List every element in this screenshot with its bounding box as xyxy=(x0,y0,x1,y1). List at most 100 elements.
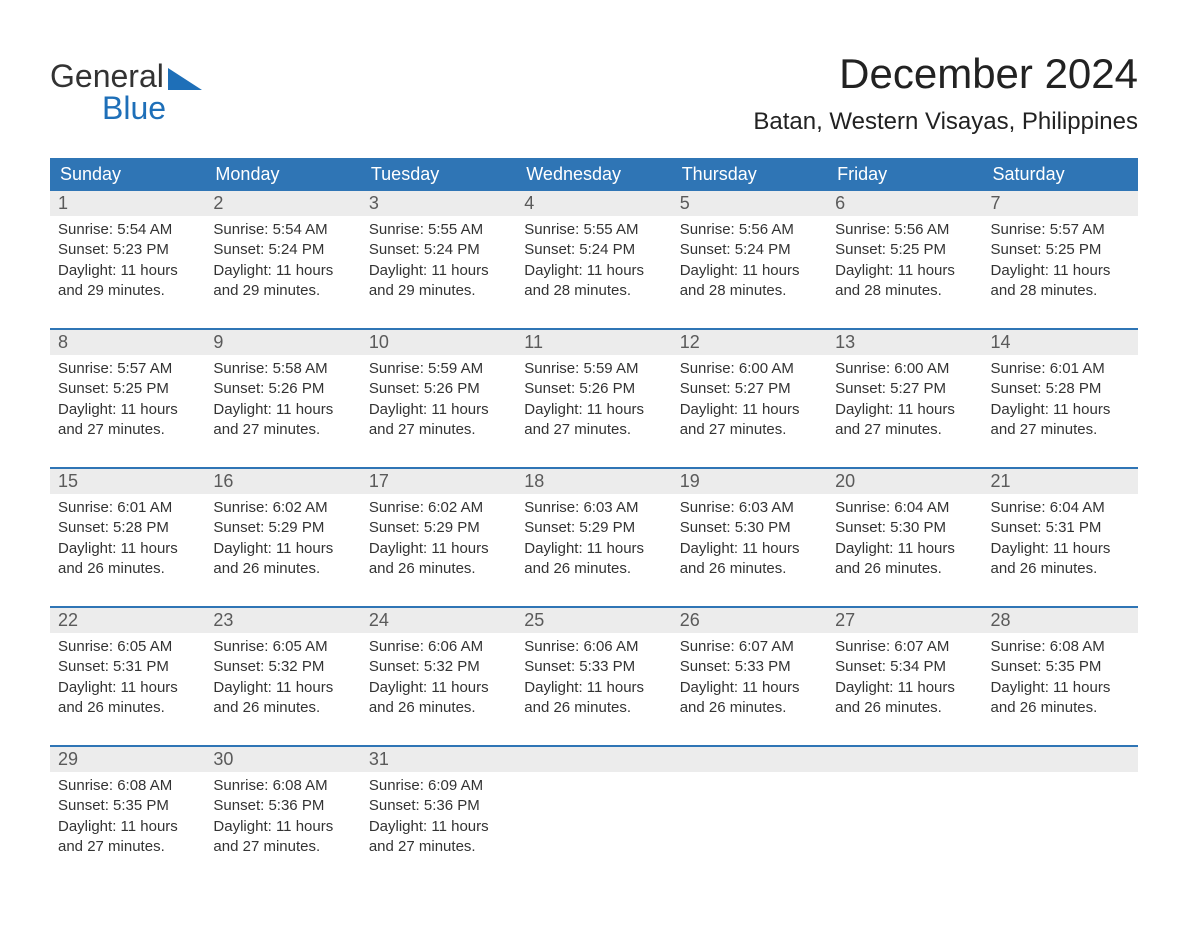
daylight-line: Daylight: 11 hours and 26 minutes. xyxy=(524,539,663,580)
weekday-header: Tuesday xyxy=(361,158,516,191)
sunrise-line: Sunrise: 6:06 AM xyxy=(524,637,663,657)
sunrise-line: Sunrise: 6:05 AM xyxy=(58,637,197,657)
calendar-day-cell: 27Sunrise: 6:07 AMSunset: 5:34 PMDayligh… xyxy=(827,608,982,746)
day-number: 20 xyxy=(827,469,982,494)
day-data: Sunrise: 6:05 AMSunset: 5:32 PMDaylight:… xyxy=(205,633,360,722)
day-data: Sunrise: 5:55 AMSunset: 5:24 PMDaylight:… xyxy=(516,216,671,305)
daylight-line: Daylight: 11 hours and 27 minutes. xyxy=(991,400,1130,441)
location-subtitle: Batan, Western Visayas, Philippines xyxy=(753,108,1138,136)
daylight-line: Daylight: 11 hours and 27 minutes. xyxy=(213,817,352,858)
day-data: Sunrise: 6:00 AMSunset: 5:27 PMDaylight:… xyxy=(672,355,827,444)
calendar-day-cell: 16Sunrise: 6:02 AMSunset: 5:29 PMDayligh… xyxy=(205,469,360,607)
sunrise-line: Sunrise: 5:54 AM xyxy=(58,220,197,240)
calendar-day-cell: 17Sunrise: 6:02 AMSunset: 5:29 PMDayligh… xyxy=(361,469,516,607)
sunset-line: Sunset: 5:23 PM xyxy=(58,240,197,260)
day-number-empty xyxy=(516,747,671,772)
calendar-day-cell: 10Sunrise: 5:59 AMSunset: 5:26 PMDayligh… xyxy=(361,330,516,468)
day-data: Sunrise: 5:54 AMSunset: 5:24 PMDaylight:… xyxy=(205,216,360,305)
sunrise-line: Sunrise: 6:07 AM xyxy=(835,637,974,657)
day-number: 15 xyxy=(50,469,205,494)
daylight-line: Daylight: 11 hours and 28 minutes. xyxy=(991,261,1130,302)
sunset-line: Sunset: 5:25 PM xyxy=(991,240,1130,260)
month-title: December 2024 xyxy=(753,50,1138,98)
sunrise-line: Sunrise: 5:55 AM xyxy=(524,220,663,240)
sunrise-line: Sunrise: 6:04 AM xyxy=(991,498,1130,518)
calendar-day-cell: 30Sunrise: 6:08 AMSunset: 5:36 PMDayligh… xyxy=(205,747,360,885)
sunrise-line: Sunrise: 6:08 AM xyxy=(991,637,1130,657)
day-data: Sunrise: 5:57 AMSunset: 5:25 PMDaylight:… xyxy=(983,216,1138,305)
sunset-line: Sunset: 5:24 PM xyxy=(369,240,508,260)
day-number: 23 xyxy=(205,608,360,633)
sunrise-line: Sunrise: 6:01 AM xyxy=(991,359,1130,379)
daylight-line: Daylight: 11 hours and 27 minutes. xyxy=(58,817,197,858)
sunset-line: Sunset: 5:33 PM xyxy=(524,657,663,677)
day-data: Sunrise: 5:56 AMSunset: 5:25 PMDaylight:… xyxy=(827,216,982,305)
daylight-line: Daylight: 11 hours and 26 minutes. xyxy=(524,678,663,719)
day-data: Sunrise: 6:08 AMSunset: 5:36 PMDaylight:… xyxy=(205,772,360,861)
sunset-line: Sunset: 5:29 PM xyxy=(524,518,663,538)
day-data: Sunrise: 6:04 AMSunset: 5:31 PMDaylight:… xyxy=(983,494,1138,583)
day-number: 26 xyxy=(672,608,827,633)
calendar-day-cell: 6Sunrise: 5:56 AMSunset: 5:25 PMDaylight… xyxy=(827,191,982,329)
day-number: 14 xyxy=(983,330,1138,355)
sunset-line: Sunset: 5:24 PM xyxy=(680,240,819,260)
calendar-week-row: 15Sunrise: 6:01 AMSunset: 5:28 PMDayligh… xyxy=(50,469,1138,607)
sunset-line: Sunset: 5:32 PM xyxy=(213,657,352,677)
day-data: Sunrise: 5:56 AMSunset: 5:24 PMDaylight:… xyxy=(672,216,827,305)
daylight-line: Daylight: 11 hours and 27 minutes. xyxy=(58,400,197,441)
logo-mark-icon xyxy=(168,68,202,90)
day-data: Sunrise: 6:02 AMSunset: 5:29 PMDaylight:… xyxy=(205,494,360,583)
sunrise-line: Sunrise: 6:03 AM xyxy=(524,498,663,518)
day-data: Sunrise: 6:08 AMSunset: 5:35 PMDaylight:… xyxy=(50,772,205,861)
calendar-day-cell: 26Sunrise: 6:07 AMSunset: 5:33 PMDayligh… xyxy=(672,608,827,746)
day-number: 19 xyxy=(672,469,827,494)
weekday-header-row: Sunday Monday Tuesday Wednesday Thursday… xyxy=(50,158,1138,191)
calendar-day-cell: 28Sunrise: 6:08 AMSunset: 5:35 PMDayligh… xyxy=(983,608,1138,746)
sunrise-line: Sunrise: 6:00 AM xyxy=(680,359,819,379)
calendar-day-cell xyxy=(827,747,982,885)
sunrise-line: Sunrise: 5:57 AM xyxy=(991,220,1130,240)
weekday-header: Wednesday xyxy=(516,158,671,191)
day-data: Sunrise: 6:01 AMSunset: 5:28 PMDaylight:… xyxy=(983,355,1138,444)
daylight-line: Daylight: 11 hours and 26 minutes. xyxy=(835,539,974,580)
title-block: December 2024 Batan, Western Visayas, Ph… xyxy=(753,50,1138,150)
sunset-line: Sunset: 5:35 PM xyxy=(991,657,1130,677)
day-data: Sunrise: 6:06 AMSunset: 5:33 PMDaylight:… xyxy=(516,633,671,722)
sunset-line: Sunset: 5:26 PM xyxy=(524,379,663,399)
sunset-line: Sunset: 5:33 PM xyxy=(680,657,819,677)
day-data: Sunrise: 5:59 AMSunset: 5:26 PMDaylight:… xyxy=(516,355,671,444)
sunrise-line: Sunrise: 6:02 AM xyxy=(213,498,352,518)
day-number: 10 xyxy=(361,330,516,355)
day-data: Sunrise: 5:54 AMSunset: 5:23 PMDaylight:… xyxy=(50,216,205,305)
day-number: 22 xyxy=(50,608,205,633)
calendar-day-cell xyxy=(516,747,671,885)
sunrise-line: Sunrise: 5:59 AM xyxy=(524,359,663,379)
day-number: 1 xyxy=(50,191,205,216)
day-number: 29 xyxy=(50,747,205,772)
daylight-line: Daylight: 11 hours and 27 minutes. xyxy=(524,400,663,441)
weekday-header: Saturday xyxy=(983,158,1138,191)
weekday-header: Thursday xyxy=(672,158,827,191)
daylight-line: Daylight: 11 hours and 27 minutes. xyxy=(680,400,819,441)
sunrise-line: Sunrise: 5:56 AM xyxy=(680,220,819,240)
sunrise-line: Sunrise: 6:01 AM xyxy=(58,498,197,518)
calendar-week-row: 22Sunrise: 6:05 AMSunset: 5:31 PMDayligh… xyxy=(50,608,1138,746)
calendar-day-cell: 23Sunrise: 6:05 AMSunset: 5:32 PMDayligh… xyxy=(205,608,360,746)
calendar-day-cell: 29Sunrise: 6:08 AMSunset: 5:35 PMDayligh… xyxy=(50,747,205,885)
calendar-day-cell: 12Sunrise: 6:00 AMSunset: 5:27 PMDayligh… xyxy=(672,330,827,468)
daylight-line: Daylight: 11 hours and 29 minutes. xyxy=(58,261,197,302)
calendar-day-cell: 11Sunrise: 5:59 AMSunset: 5:26 PMDayligh… xyxy=(516,330,671,468)
calendar-day-cell xyxy=(983,747,1138,885)
sunset-line: Sunset: 5:25 PM xyxy=(835,240,974,260)
day-number-empty xyxy=(983,747,1138,772)
sunset-line: Sunset: 5:26 PM xyxy=(369,379,508,399)
calendar-week-row: 1Sunrise: 5:54 AMSunset: 5:23 PMDaylight… xyxy=(50,191,1138,329)
daylight-line: Daylight: 11 hours and 27 minutes. xyxy=(213,400,352,441)
day-number-empty xyxy=(672,747,827,772)
sunrise-line: Sunrise: 6:00 AM xyxy=(835,359,974,379)
daylight-line: Daylight: 11 hours and 27 minutes. xyxy=(369,817,508,858)
weekday-header: Sunday xyxy=(50,158,205,191)
day-data: Sunrise: 6:03 AMSunset: 5:29 PMDaylight:… xyxy=(516,494,671,583)
sunrise-line: Sunrise: 6:03 AM xyxy=(680,498,819,518)
sunset-line: Sunset: 5:28 PM xyxy=(991,379,1130,399)
